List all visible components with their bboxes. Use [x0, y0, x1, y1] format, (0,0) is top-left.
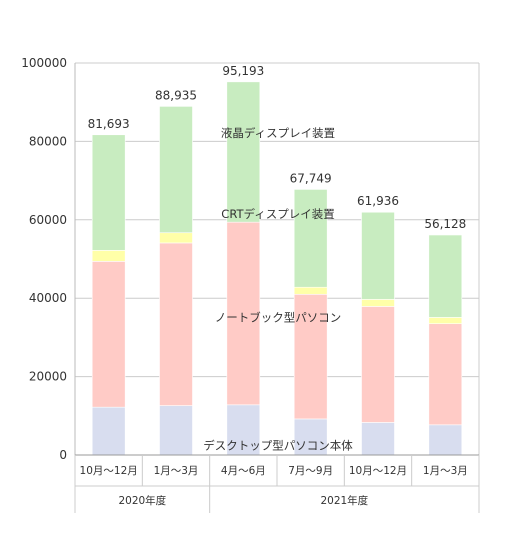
- x-tick-label: 10月～12月: [80, 465, 138, 477]
- bar-segment-3-4: [293, 286, 328, 295]
- bar-segment-1-1: [91, 406, 126, 456]
- series-label: CRTディスプレイ装置: [221, 207, 334, 221]
- bar-segment-2-2: [159, 242, 193, 406]
- y-tick-label: 0: [59, 448, 67, 462]
- bar-segment-4-2: [159, 106, 193, 234]
- series-label: 液晶ディスプレイ装置: [221, 126, 335, 140]
- x-tick-label: 10月～12月: [349, 465, 407, 477]
- total-label: 67,749: [290, 171, 332, 185]
- bar-segment-1-2: [159, 405, 193, 456]
- bar-segment-3-6: [428, 317, 463, 324]
- bar-segment-3-1: [91, 250, 126, 262]
- bar-segment-3-5: [361, 299, 395, 307]
- bar-segment-4-5: [361, 211, 395, 300]
- bar-segment-2-4: [293, 293, 328, 420]
- y-tick-label: 40000: [29, 291, 67, 305]
- y-tick-label: 20000: [29, 370, 67, 384]
- bar-segment-4-1: [91, 134, 126, 251]
- bar-segment-4-3: [226, 81, 261, 223]
- total-label: 95,193: [222, 64, 264, 78]
- bar-segment-4-6: [428, 234, 463, 318]
- bar-segment-2-1: [91, 261, 126, 408]
- bar-segment-1-4: [293, 418, 328, 456]
- x-tick-label: 1月～3月: [423, 465, 468, 477]
- x-tick-label: 7月～9月: [288, 465, 333, 477]
- bar-segment-1-6: [428, 424, 463, 456]
- x-tick-label: 4月～6月: [221, 465, 266, 477]
- bar-segment-4-4: [293, 189, 328, 288]
- total-label: 56,128: [424, 217, 466, 231]
- bar-segment-2-3: [226, 221, 261, 406]
- total-label: 61,936: [357, 194, 399, 208]
- bar-segment-2-6: [428, 323, 463, 426]
- bar-segment-3-2: [159, 232, 193, 244]
- bar-segment-1-3: [226, 404, 261, 456]
- y-tick-label: 60000: [29, 213, 67, 227]
- y-tick-label: 80000: [29, 134, 67, 148]
- series-label: デスクトップ型パソコン本体: [203, 438, 353, 452]
- total-label: 81,693: [88, 117, 130, 131]
- total-label: 88,935: [155, 88, 197, 102]
- x-tick-label: 1月～3月: [154, 465, 199, 477]
- y-tick-label: 100000: [21, 56, 67, 70]
- bar-segment-2-5: [361, 306, 395, 423]
- bar-segment-1-5: [361, 422, 395, 456]
- group-label: 2021年度: [320, 494, 368, 507]
- series-label: ノートブック型パソコン: [215, 310, 342, 324]
- group-label: 2020年度: [118, 494, 166, 507]
